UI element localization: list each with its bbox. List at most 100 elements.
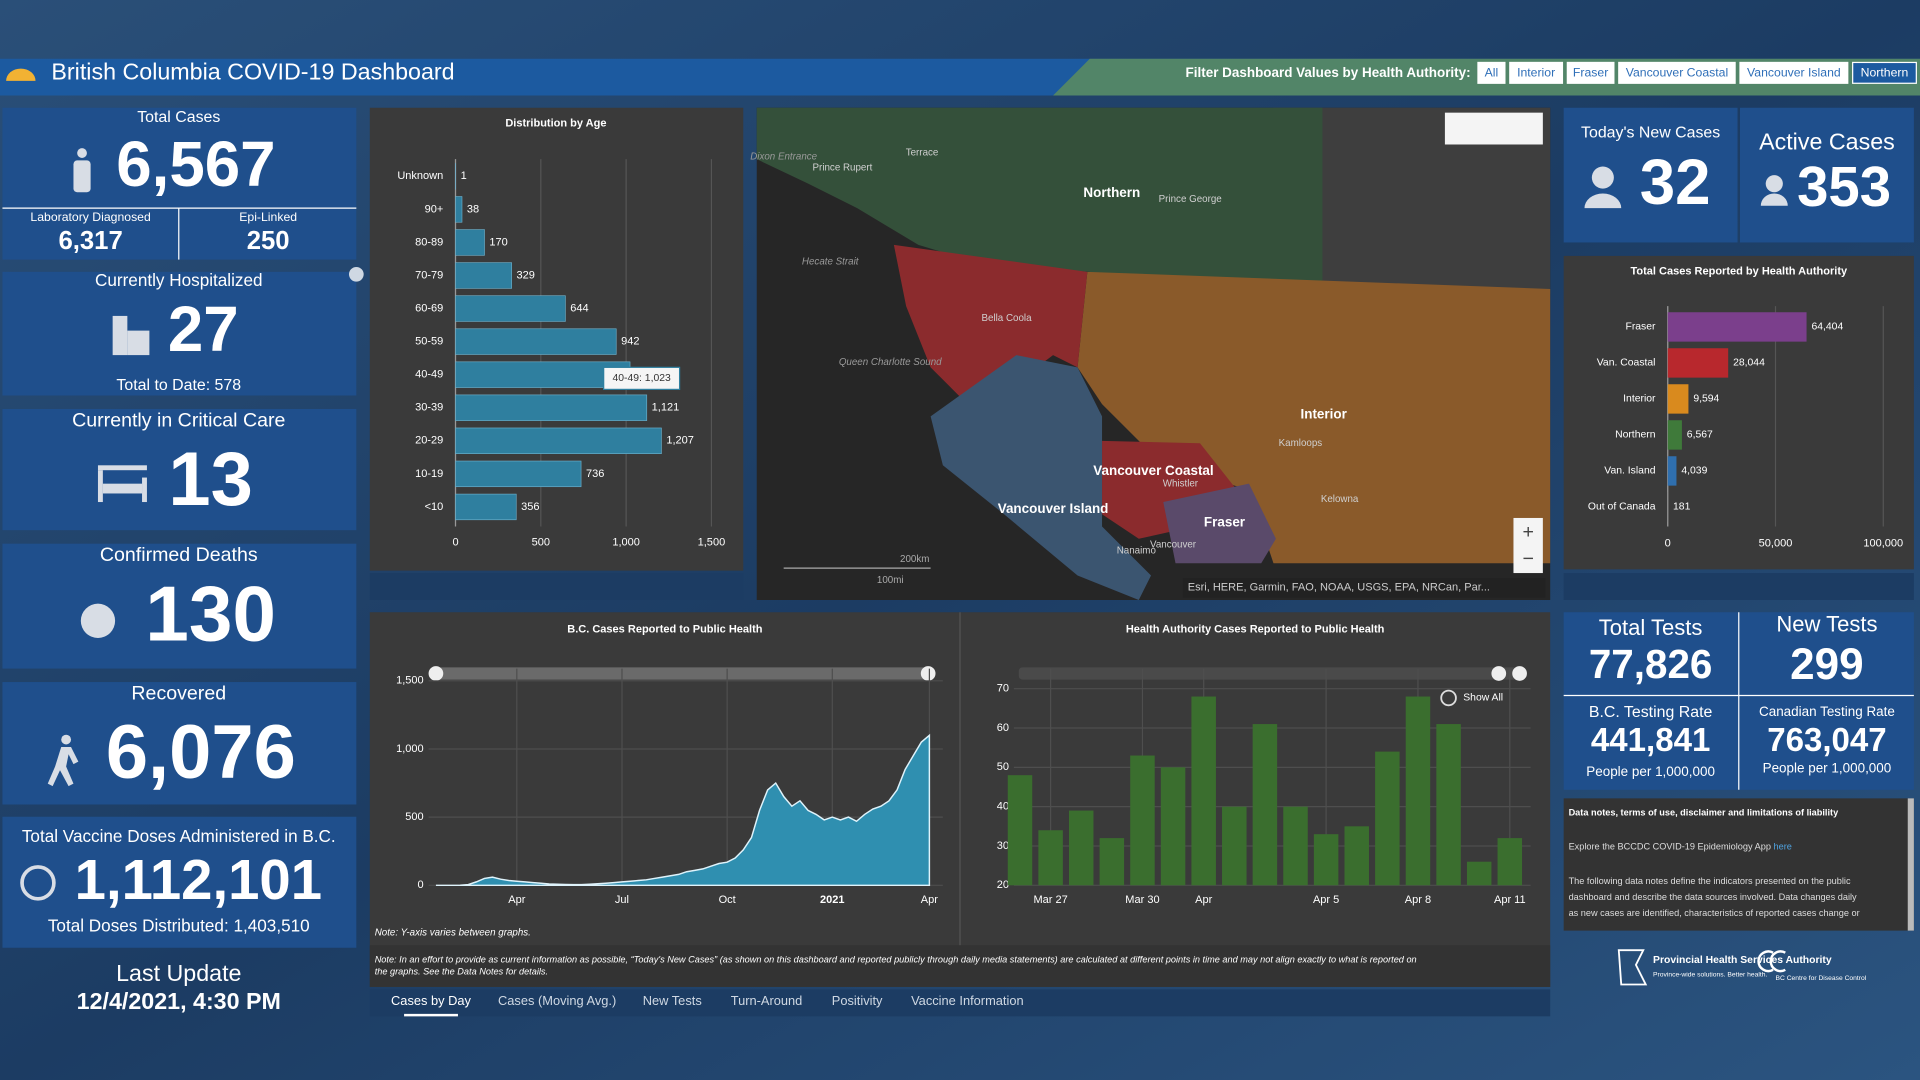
map-toolbar[interactable]: [1444, 112, 1543, 145]
stat-value: 6,076: [106, 710, 296, 795]
bar: [1667, 384, 1689, 414]
slider-handle[interactable]: [1491, 666, 1507, 681]
tab[interactable]: New Tests: [643, 993, 702, 1008]
range-slider[interactable]: [1018, 667, 1521, 680]
value-label: 736: [586, 468, 604, 480]
panel: [2, 816, 357, 948]
filter-button-label[interactable]: Vancouver Coastal: [1626, 66, 1728, 80]
notes-text: Explore the BCCDC COVID-19 Epidemiology …: [1569, 842, 1774, 852]
map-label: Vancouver Island: [998, 501, 1109, 516]
label: Confirmed Deaths: [100, 544, 258, 566]
filter-button-label[interactable]: All: [1485, 66, 1499, 80]
y-tick-label: 10-19: [415, 468, 443, 480]
scrollbar[interactable]: [1907, 798, 1914, 931]
y-tick-label: Fraser: [1625, 322, 1656, 333]
y-tick-label: 40: [997, 801, 1009, 813]
y-tick-label: 50-59: [415, 336, 443, 348]
bar: [455, 196, 463, 223]
map-scale: 100mi: [877, 575, 904, 586]
x-tick-label: 500: [532, 536, 550, 548]
map-label: Fraser: [1204, 514, 1246, 529]
tab[interactable]: Turn-Around: [731, 993, 803, 1008]
tab[interactable]: Cases (Moving Avg.): [498, 993, 616, 1008]
notes-link[interactable]: here: [1774, 842, 1792, 852]
value-label: 4,039: [1681, 466, 1707, 477]
value-label: 942: [621, 336, 639, 348]
bar: [1667, 348, 1729, 378]
bar: [1283, 806, 1308, 886]
notes-text: The following data notes define the indi…: [1569, 876, 1851, 886]
label: Laboratory Diagnosed: [30, 210, 151, 224]
logo-text: Provincial Health Services Authority: [1653, 955, 1832, 966]
zoom-control[interactable]: [1513, 517, 1543, 574]
bar: [455, 262, 512, 289]
x-tick-label: Apr 8: [1405, 894, 1431, 906]
value-label: 6,567: [1687, 430, 1713, 441]
x-tick-label: 50,000: [1759, 538, 1793, 550]
slider-handle[interactable]: [1512, 666, 1527, 681]
value-label: 1,207: [666, 435, 694, 447]
label: Total Vaccine Doses Administered in B.C.: [22, 826, 336, 846]
panel: [2, 682, 357, 805]
zoom-out[interactable]: −: [1522, 548, 1533, 570]
filter-button-label[interactable]: Interior: [1517, 66, 1555, 80]
label: Epi-Linked: [239, 210, 297, 224]
update-time: 12/4/2021, 4:30 PM: [77, 988, 281, 1014]
label: People per 1,000,000: [1763, 761, 1892, 776]
label: New Tests: [1776, 612, 1877, 637]
x-tick-label: Apr 5: [1313, 894, 1339, 906]
notes-text: as new cases are identified, characteris…: [1569, 908, 1860, 918]
show-all[interactable]: Show All: [1463, 693, 1503, 704]
info-icon[interactable]: [348, 266, 364, 282]
y-tick-label: <10: [425, 501, 444, 513]
filter-button[interactable]: [1618, 61, 1736, 84]
value-label: 28,044: [1733, 358, 1765, 369]
slider-handle[interactable]: [428, 666, 444, 681]
area: [435, 733, 931, 887]
bar: [1436, 724, 1461, 886]
tooltip: 40-49: 1,023: [612, 373, 671, 384]
note-panel: [369, 945, 1551, 987]
label: B.C. Testing Rate: [1589, 704, 1713, 721]
zoom-in[interactable]: +: [1522, 521, 1533, 543]
bar: [1007, 775, 1033, 886]
filter-button[interactable]: [1509, 61, 1564, 84]
map-label: Whistler: [1163, 478, 1199, 489]
filter-button[interactable]: [1739, 61, 1849, 84]
stat-value: 77,826: [1589, 641, 1713, 687]
y-tick-label: 50: [997, 761, 1009, 773]
filter-button[interactable]: [1566, 61, 1615, 84]
bar: [1160, 767, 1186, 886]
value-label: 181: [1673, 502, 1691, 513]
filter-button-label[interactable]: Fraser: [1573, 66, 1608, 80]
panel: [2, 543, 357, 669]
map-label: Prince George: [1159, 194, 1222, 205]
tab-bar: [369, 573, 744, 600]
tab-bar: [1563, 573, 1914, 600]
filter-button[interactable]: [1477, 61, 1506, 84]
label: Total Cases: [137, 109, 220, 126]
value-label: 170: [489, 236, 507, 248]
tab[interactable]: Vaccine Information: [911, 993, 1024, 1008]
map-label: Nanaimo: [1117, 546, 1157, 557]
bar: [1130, 755, 1155, 886]
map-label: Hecate Strait: [802, 257, 860, 268]
filter-button-label[interactable]: Vancouver Island: [1747, 66, 1841, 80]
bccdc-logo: [1757, 950, 1786, 973]
tab[interactable]: Cases by Day: [391, 993, 472, 1008]
bar: [1667, 420, 1682, 450]
value-label: 9,594: [1693, 394, 1719, 405]
slider-handle[interactable]: [920, 666, 936, 681]
y-tick-label: 90+: [425, 203, 444, 215]
range-slider[interactable]: [434, 667, 930, 680]
zoom-icon[interactable]: [1440, 689, 1457, 707]
bar: [1344, 826, 1369, 886]
tab-bar: [369, 989, 1551, 1017]
filter-button[interactable]: [1852, 61, 1917, 84]
stat-value: 130: [145, 569, 276, 657]
y-tick-label: 30: [997, 840, 1009, 852]
value-label: 1: [461, 170, 467, 182]
filter-button-label[interactable]: Northern: [1861, 66, 1909, 80]
tab[interactable]: Positivity: [832, 993, 883, 1008]
x-tick-label: 1,500: [698, 536, 726, 548]
